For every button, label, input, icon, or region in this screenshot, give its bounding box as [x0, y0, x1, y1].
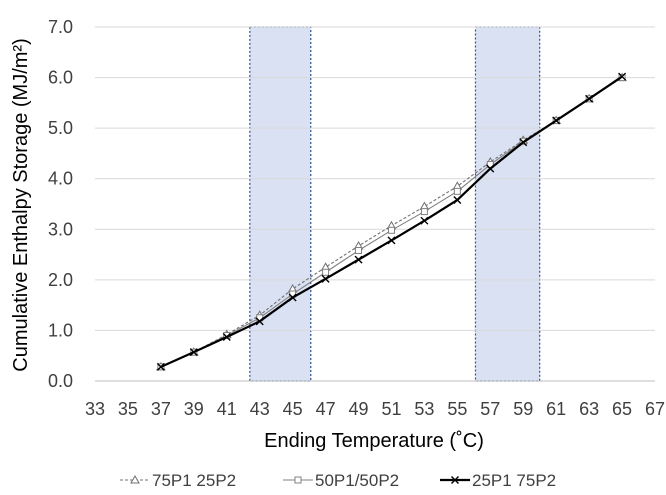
x-axis-title: Ending Temperature (˚C)	[264, 430, 484, 452]
data-point	[288, 293, 297, 302]
x-tick-label: 63	[579, 399, 599, 419]
data-point	[222, 333, 231, 341]
data-point	[552, 116, 561, 125]
x-tick-label: 39	[184, 399, 204, 419]
legend-label: 75P1 25P2	[152, 471, 236, 490]
data-point	[156, 362, 165, 371]
legend-marker	[130, 474, 140, 484]
data-point	[486, 164, 495, 173]
legend-label: 25P1 75P2	[472, 471, 556, 490]
legend-item-3: 25P1 75P2	[440, 471, 556, 490]
data-point	[189, 348, 198, 357]
legend-marker	[451, 476, 459, 484]
legend-item-2: 50P1/50P2	[283, 471, 399, 490]
data-point	[322, 268, 330, 276]
legend-marker	[294, 476, 302, 484]
x-tick-label: 67	[645, 399, 665, 419]
x-tick-label: 47	[316, 399, 336, 419]
data-point	[420, 208, 428, 216]
x-tick-label: 57	[480, 399, 500, 419]
shaded-bands	[249, 26, 541, 382]
data-point	[387, 226, 395, 234]
legend: 75P1 25P2 50P1/50P2 25P1 75P2	[120, 471, 556, 490]
tick-labels: 0.0 1.0 2.0 3.0 4.0 5.0 6.0 7.0 33 35 37 39 41 43 45 47…	[48, 17, 665, 419]
shaded-band-1	[249, 26, 312, 382]
y-tick-label: 7.0	[48, 17, 73, 37]
x-tick-label: 41	[217, 399, 237, 419]
x-tick-label: 33	[85, 399, 105, 419]
data-point	[355, 247, 363, 255]
y-tick-label: 3.0	[48, 219, 73, 239]
legend-label: 50P1/50P2	[315, 471, 399, 490]
data-point	[519, 138, 528, 147]
x-tick-label: 59	[513, 399, 533, 419]
data-point	[321, 274, 330, 283]
y-tick-label: 5.0	[48, 118, 73, 138]
x-tick-label: 65	[612, 399, 632, 419]
series-lines	[156, 72, 627, 371]
x-tick-label: 53	[414, 399, 434, 419]
y-tick-label: 0.0	[48, 371, 73, 391]
y-tick-label: 2.0	[48, 270, 73, 290]
data-point	[255, 317, 264, 326]
y-tick-label: 6.0	[48, 68, 73, 88]
legend-item-1: 75P1 25P2	[120, 471, 236, 490]
x-tick-label: 43	[250, 399, 270, 419]
data-point	[387, 236, 396, 245]
x-tick-label: 49	[349, 399, 369, 419]
x-tick-label: 35	[118, 399, 138, 419]
data-point	[354, 255, 363, 264]
y-tick-label: 4.0	[48, 169, 73, 189]
data-point	[420, 216, 429, 225]
data-point	[585, 94, 594, 103]
x-tick-label: 51	[381, 399, 401, 419]
gridlines	[95, 26, 655, 382]
data-point	[453, 187, 461, 195]
data-point	[618, 72, 627, 81]
x-tick-label: 55	[447, 399, 467, 419]
shaded-band-2	[474, 26, 541, 382]
x-tick-label: 61	[546, 399, 566, 419]
x-tick-label: 45	[283, 399, 303, 419]
data-point	[453, 195, 462, 204]
y-axis-title: Cumulative Enthalpy Storage (MJ/m²)	[10, 38, 32, 371]
y-tick-label: 1.0	[48, 320, 73, 340]
x-tick-label: 37	[151, 399, 171, 419]
